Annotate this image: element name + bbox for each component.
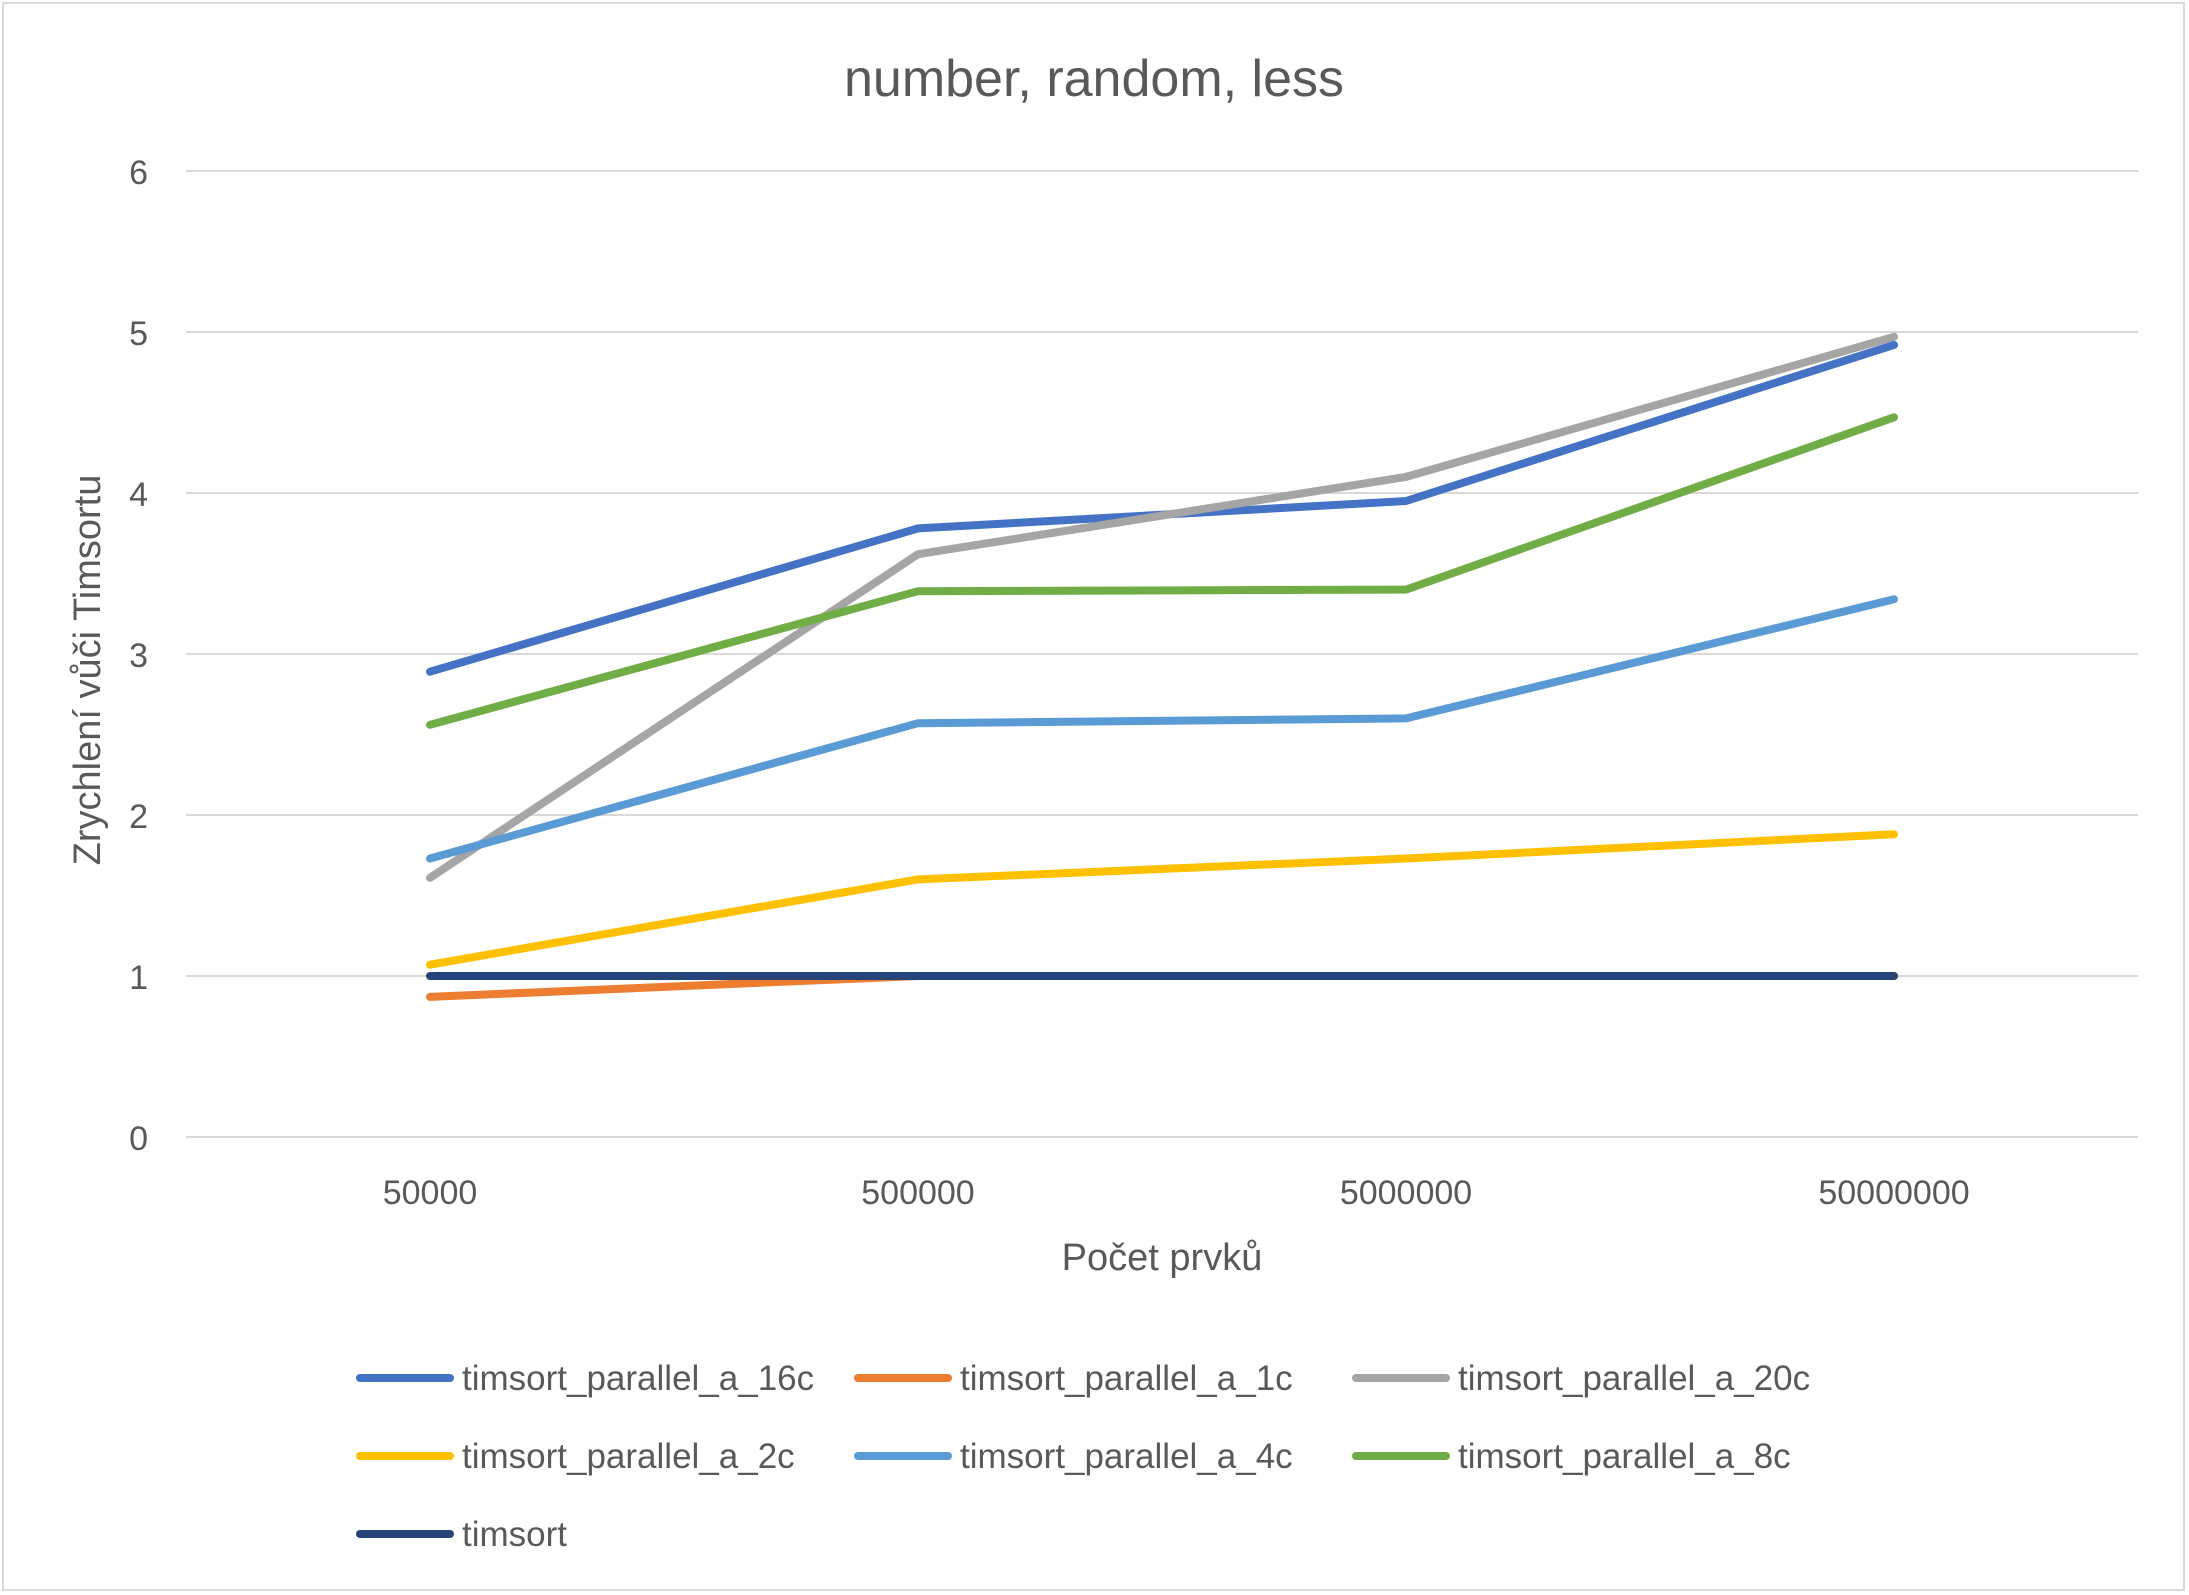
y-tick-label: 3 xyxy=(129,637,148,675)
x-axis-title: Počet prvků xyxy=(1062,1237,1263,1279)
series-line-timsort_parallel_a_16c xyxy=(426,340,1898,676)
legend-item: timsort_parallel_a_16c xyxy=(356,1359,814,1398)
y-tick-label: 6 xyxy=(129,154,148,192)
legend-item: timsort_parallel_a_2c xyxy=(356,1437,795,1476)
legend-label: timsort_parallel_a_2c xyxy=(462,1437,795,1476)
x-axis-ticks: 50000 500000 5000000 50000000 xyxy=(383,1174,1970,1212)
y-tick-label: 4 xyxy=(129,476,148,514)
y-tick-label: 0 xyxy=(129,1120,148,1158)
legend-label: timsort_parallel_a_4c xyxy=(960,1437,1293,1476)
legend-item: timsort_parallel_a_20c xyxy=(1352,1359,1810,1398)
legend-label: timsort xyxy=(462,1515,567,1554)
legend-item: timsort_parallel_a_8c xyxy=(1352,1437,1791,1476)
y-tick-label: 2 xyxy=(129,798,148,836)
series-lines xyxy=(426,332,1898,1001)
chart-title: number, random, less xyxy=(844,50,1344,108)
x-tick-label: 50000000 xyxy=(1818,1174,1969,1212)
series-line-timsort_parallel_a_20c xyxy=(426,332,1898,882)
legend-item: timsort xyxy=(356,1515,567,1554)
y-axis-ticks: 0 1 2 3 4 5 6 xyxy=(129,154,148,1158)
x-tick-label: 50000 xyxy=(383,1174,478,1212)
legend-label: timsort_parallel_a_20c xyxy=(1458,1359,1810,1398)
legend-label: timsort_parallel_a_16c xyxy=(462,1359,814,1398)
y-tick-label: 5 xyxy=(129,315,148,353)
y-tick-label: 1 xyxy=(129,959,148,997)
y-axis-title: Zrychlení vůči Timsortu xyxy=(67,475,109,866)
series-line-timsort_parallel_a_4c xyxy=(426,595,1898,863)
legend: timsort_parallel_a_16c timsort_parallel_a… xyxy=(356,1359,1810,1554)
x-tick-label: 5000000 xyxy=(1340,1174,1472,1212)
legend-label: timsort_parallel_a_1c xyxy=(960,1359,1293,1398)
legend-item: timsort_parallel_a_1c xyxy=(854,1359,1293,1398)
series-line-timsort_parallel_a_2c xyxy=(426,830,1898,969)
legend-label: timsort_parallel_a_8c xyxy=(1458,1437,1791,1476)
legend-item: timsort_parallel_a_4c xyxy=(854,1437,1293,1476)
x-tick-label: 500000 xyxy=(861,1174,974,1212)
series-line-timsort_parallel_a_8c xyxy=(426,413,1898,729)
